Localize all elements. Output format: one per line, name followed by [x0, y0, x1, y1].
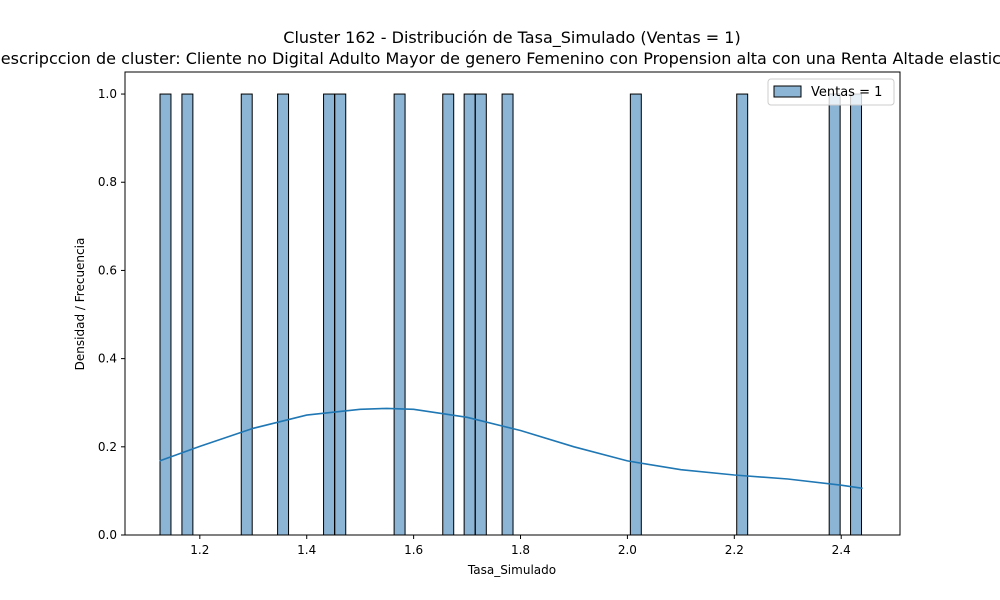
chart-subtitle: Descripccion de cluster: Cliente no Digi… [0, 49, 1000, 68]
histogram-bar [393, 93, 406, 536]
histogram-bar [323, 93, 336, 536]
legend: Ventas = 1 [767, 78, 895, 106]
histogram-bar [828, 93, 841, 536]
histogram-bar [181, 93, 194, 536]
x-tick-label: 1.6 [404, 543, 423, 557]
histogram-bar [159, 93, 172, 536]
kde-curve [159, 407, 863, 490]
x-tick-label: 1.4 [297, 543, 316, 557]
histogram-bar [442, 93, 455, 536]
y-tick-label: 1.0 [98, 87, 117, 101]
histogram-bar [474, 93, 487, 536]
histogram-bar [277, 93, 290, 536]
legend-swatch [773, 85, 802, 98]
histogram-bar [501, 93, 514, 536]
y-tick-label: 0.4 [98, 352, 117, 366]
histogram-bar [629, 93, 642, 536]
x-tick-label: 2.2 [725, 543, 744, 557]
histogram-bar [240, 93, 253, 536]
y-axis-label: Densidad / Frecuencia [73, 238, 87, 371]
histogram-bar [334, 93, 347, 536]
y-axis: 0.0 0.2 0.4 0.6 0.8 1.0 [98, 87, 125, 542]
y-tick-label: 0.8 [98, 175, 117, 189]
histogram-bar [850, 93, 863, 536]
y-tick-label: 0.0 [98, 528, 117, 542]
histogram-bars [159, 93, 863, 536]
plot-frame [124, 71, 901, 536]
x-tick-label: 1.8 [511, 543, 530, 557]
y-tick-label: 0.2 [98, 440, 117, 454]
x-tick-label: 1.2 [190, 543, 209, 557]
kde-line [159, 407, 863, 490]
x-tick-label: 2.4 [832, 543, 851, 557]
x-axis-label: Tasa_Simulado [467, 563, 556, 577]
x-axis: 1.2 1.4 1.6 1.8 2.0 2.2 2.4 [190, 535, 851, 557]
histogram-bar [463, 93, 476, 536]
legend-label: Ventas = 1 [811, 85, 882, 100]
y-tick-label: 0.6 [98, 263, 117, 277]
chart-title: Cluster 162 - Distribución de Tasa_Simul… [283, 28, 740, 48]
x-tick-label: 2.0 [618, 543, 637, 557]
histogram-bar [736, 93, 749, 536]
